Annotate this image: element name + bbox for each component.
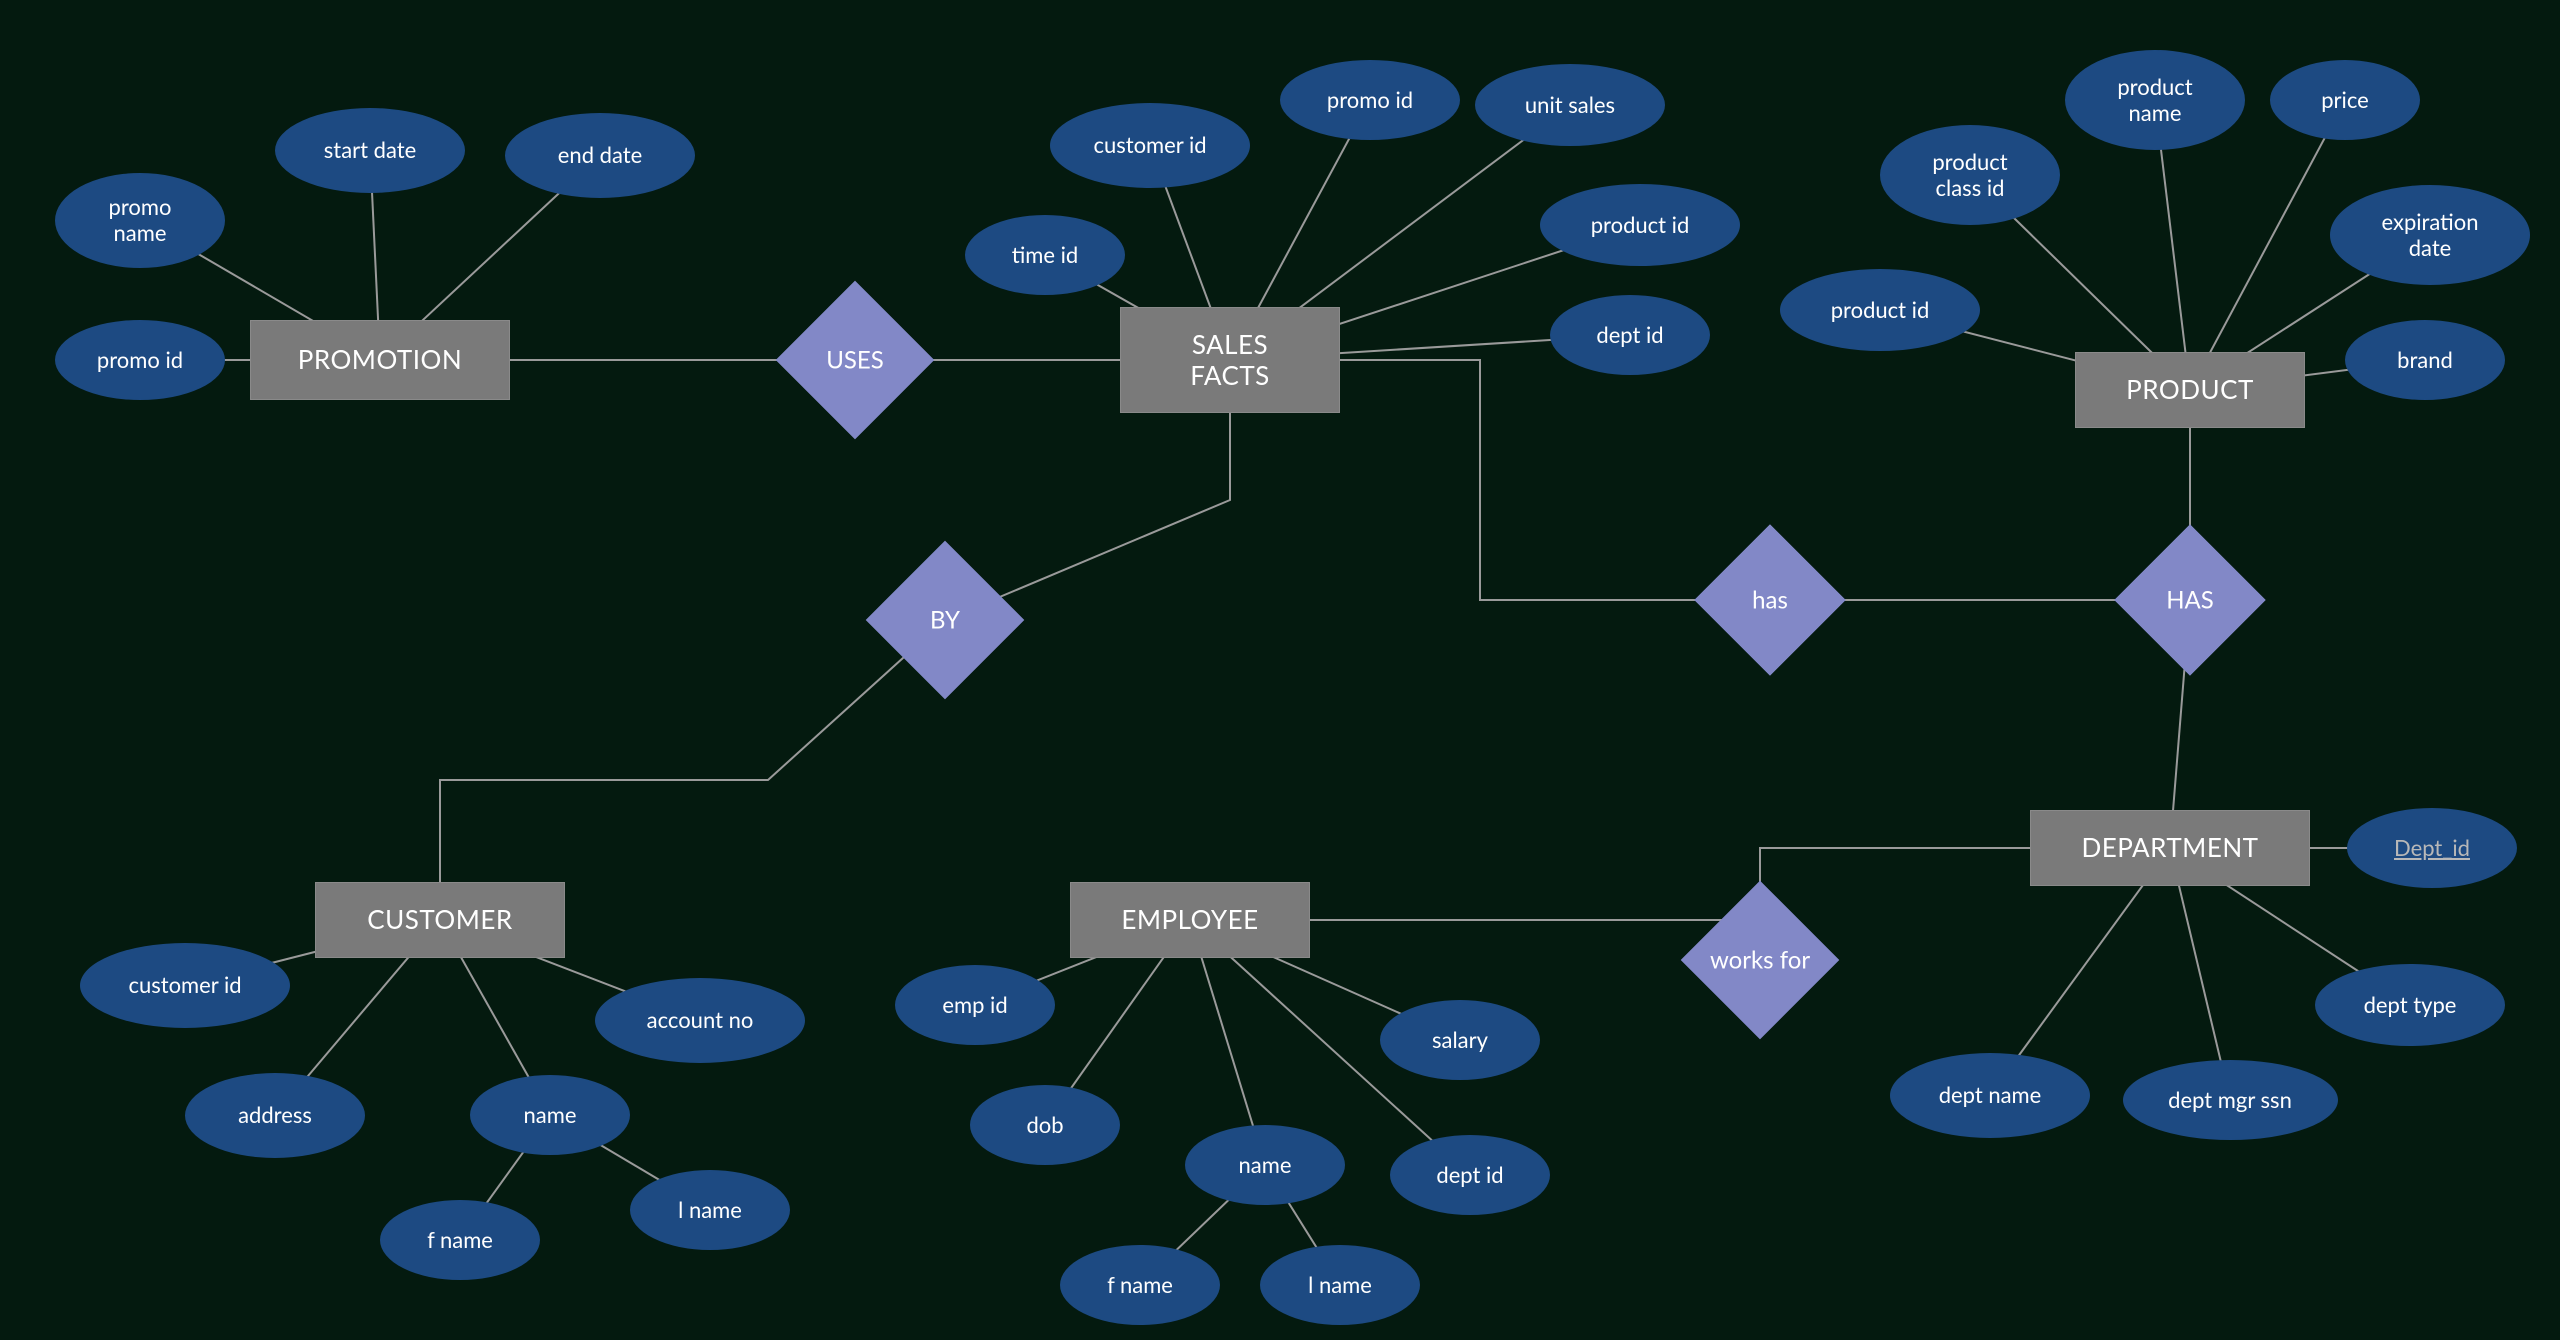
attribute-start_date: start date	[275, 108, 465, 193]
attribute-product_idsf: product id	[1540, 184, 1740, 266]
attribute-end_date: end date	[505, 113, 695, 198]
attribute-customer_id: customer id	[80, 943, 290, 1028]
attribute-dept_name: dept name	[1890, 1053, 2090, 1138]
er-diagram-canvas: PROMOTION SALESFACTS PRODUCT CUSTOMER EMPLOY…	[0, 0, 2560, 1340]
attribute-cust_fname: f name	[380, 1200, 540, 1280]
attribute-cust_name: name	[470, 1075, 630, 1155]
attribute-promo_idsf: promo id	[1280, 60, 1460, 140]
entity-department: DEPARTMENT	[2030, 810, 2310, 886]
attribute-exp_date: expirationdate	[2330, 185, 2530, 285]
attribute-emp_fname: f name	[1060, 1245, 1220, 1325]
attribute-dob: dob	[970, 1085, 1120, 1165]
attribute-product_name: productname	[2065, 50, 2245, 150]
attribute-dept_mgr_ssn: dept mgr ssn	[2123, 1060, 2338, 1140]
attribute-emp_id: emp id	[895, 965, 1055, 1045]
attribute-customer_idsf: customer id	[1050, 103, 1250, 188]
attribute-promo_name: promoname	[55, 173, 225, 268]
attribute-dept_id_key: Dept_id	[2347, 808, 2517, 888]
attribute-unit_sales: unit sales	[1475, 64, 1665, 146]
attribute-account_no: account no	[595, 978, 805, 1063]
attribute-emp_lname: l name	[1260, 1245, 1420, 1325]
attribute-dept_idsf: dept id	[1550, 295, 1710, 375]
entity-customer: CUSTOMER	[315, 882, 565, 958]
entity-product: PRODUCT	[2075, 352, 2305, 428]
entity-promotion: PROMOTION	[250, 320, 510, 400]
attribute-price: price	[2270, 60, 2420, 140]
attribute-brand: brand	[2345, 320, 2505, 400]
attribute-address: address	[185, 1073, 365, 1158]
attribute-salary: salary	[1380, 1000, 1540, 1080]
attribute-cust_lname: l name	[630, 1170, 790, 1250]
attribute-promo_id: promo id	[55, 320, 225, 400]
entity-employee: EMPLOYEE	[1070, 882, 1310, 958]
attribute-time_id: time id	[965, 215, 1125, 295]
attribute-dept_type: dept type	[2315, 964, 2505, 1046]
entity-sales_facts: SALESFACTS	[1120, 307, 1340, 413]
attribute-product_id: product id	[1780, 269, 1980, 351]
attribute-emp_name: name	[1185, 1125, 1345, 1205]
attribute-emp_dept_id: dept id	[1390, 1135, 1550, 1215]
attribute-product_class: productclass id	[1880, 125, 2060, 225]
